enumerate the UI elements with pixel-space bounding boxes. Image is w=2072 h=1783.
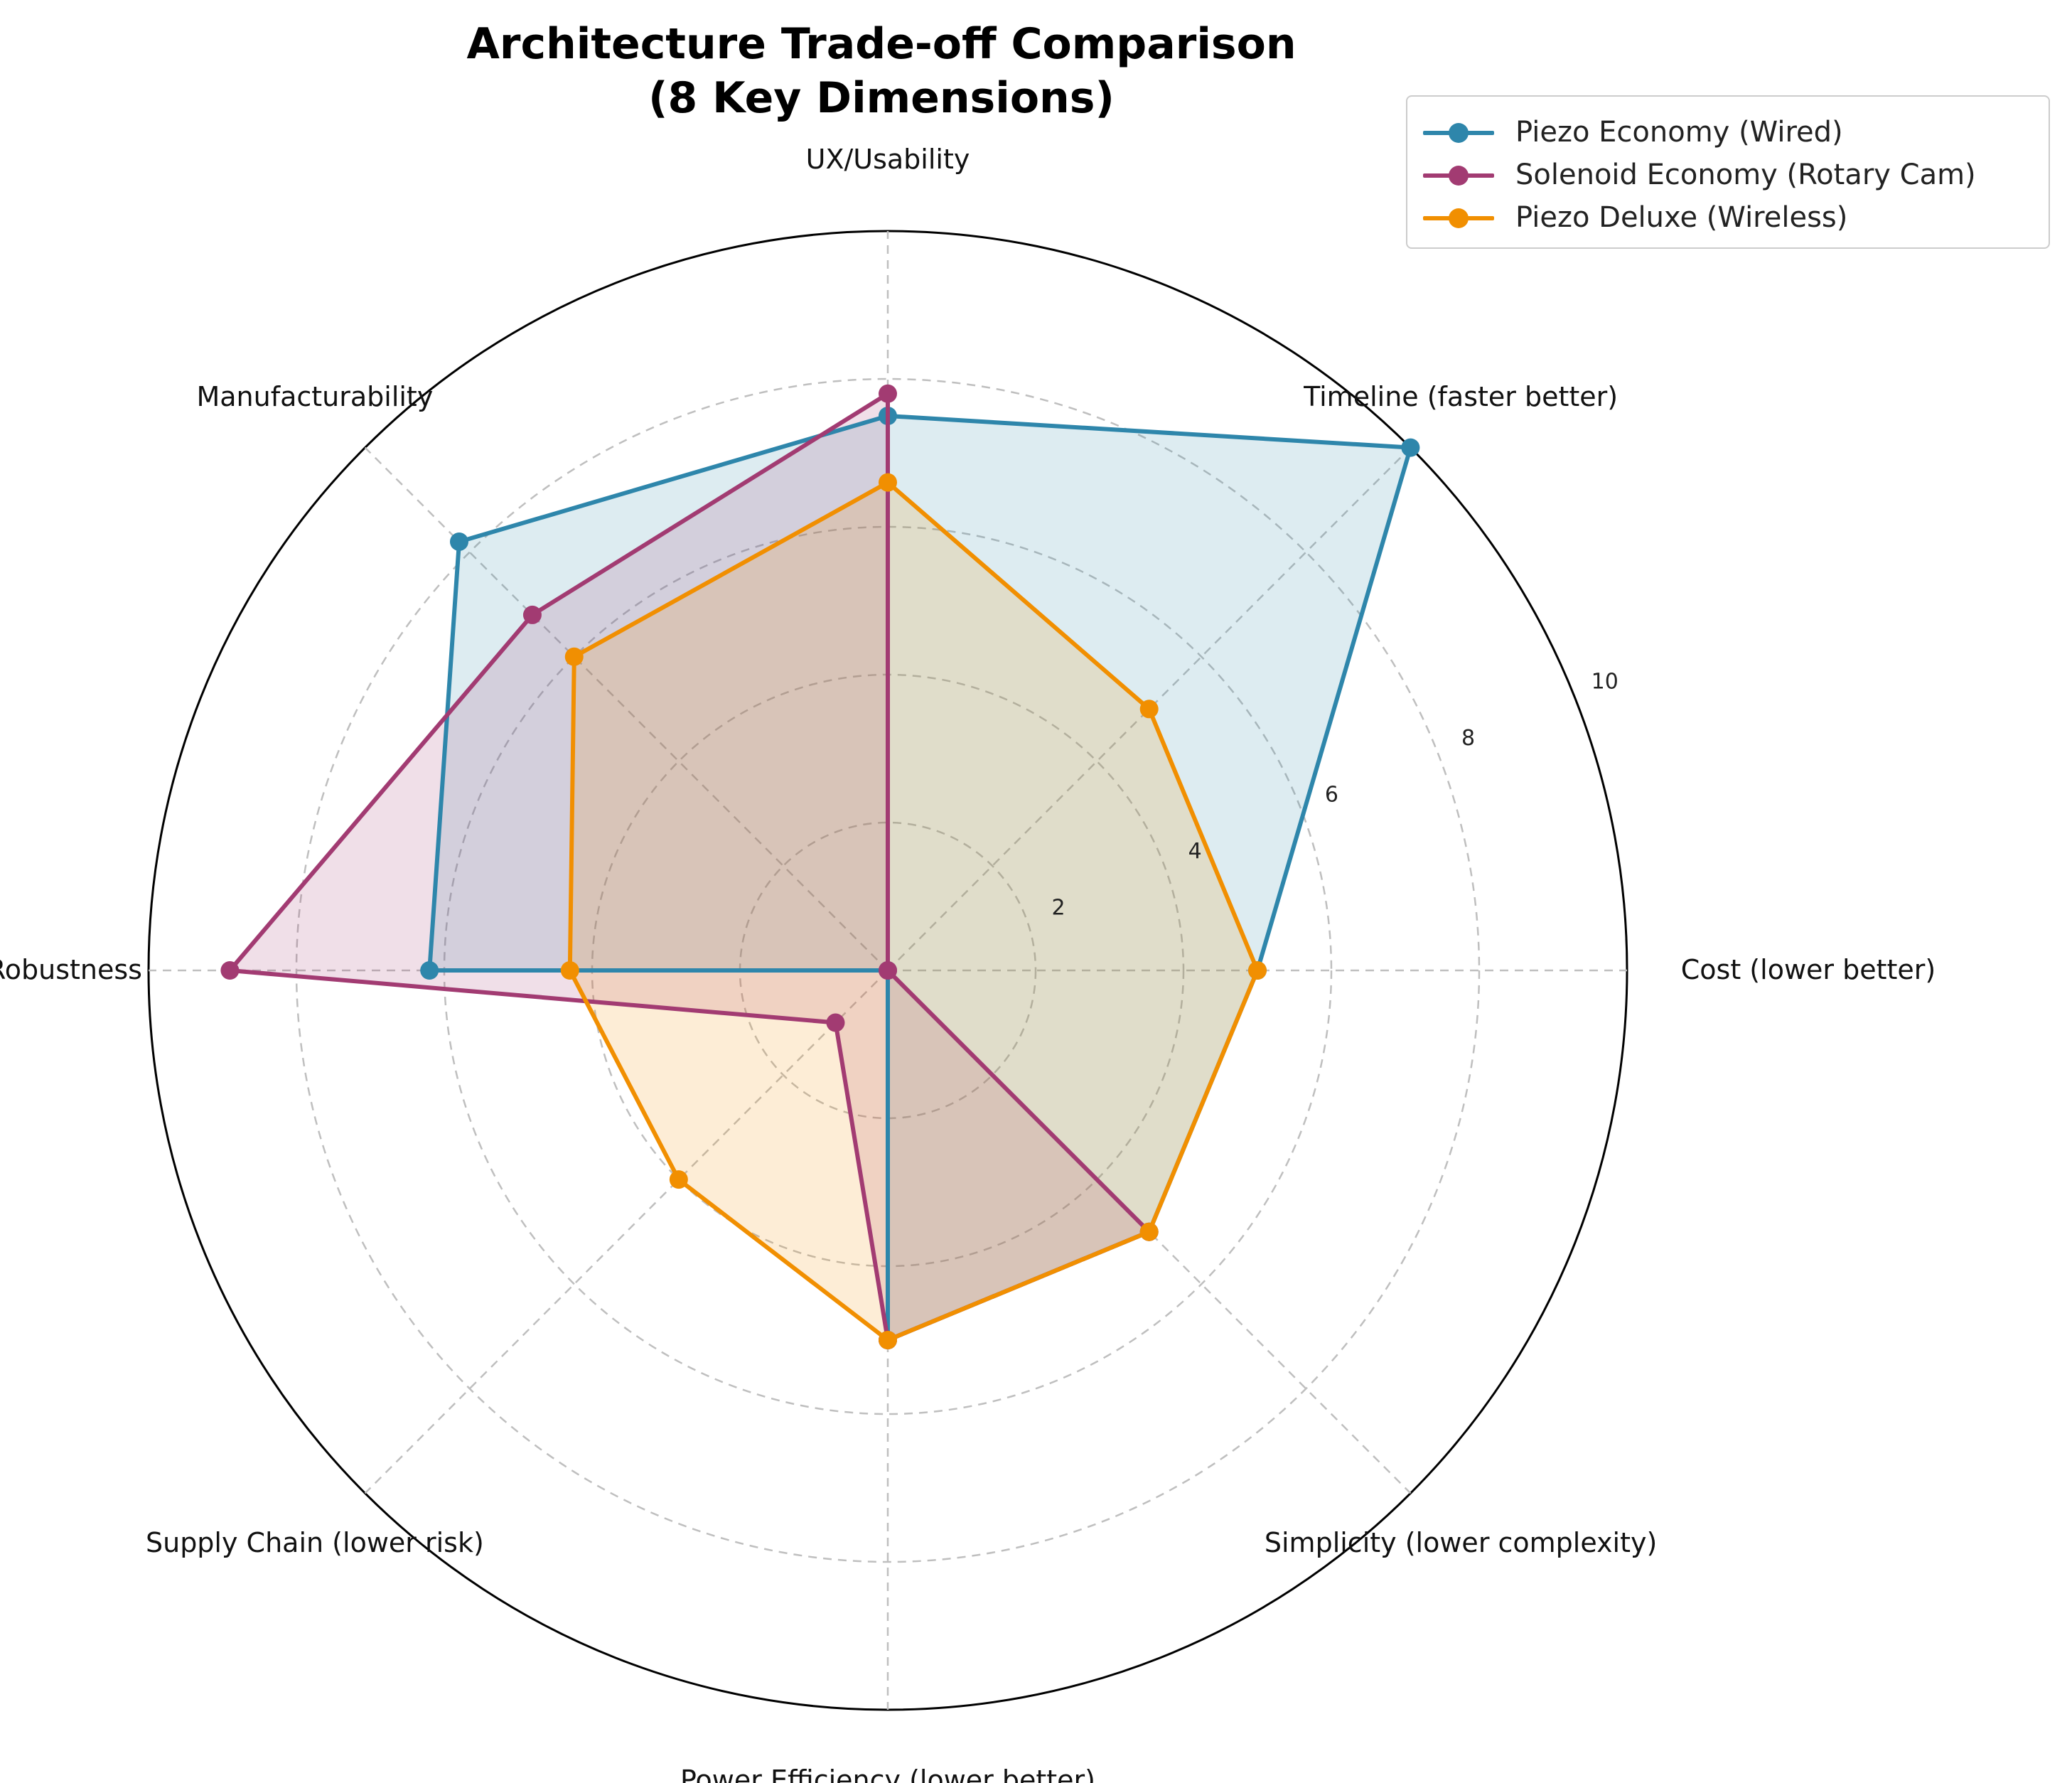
radial-tick-label: 6: [1325, 782, 1338, 807]
legend-marker: [1449, 166, 1469, 186]
axis-label: UX/Usability: [806, 144, 970, 175]
series-fill: [429, 416, 1411, 1340]
legend-label: Piezo Economy (Wired): [1515, 116, 1843, 149]
data-point: [449, 532, 468, 551]
legend-label: Piezo Deluxe (Wireless): [1515, 201, 1848, 234]
axis-label: Supply Chain (lower risk): [146, 1527, 484, 1558]
axis-labels: 2 4 6 8 10 Cost (lower better) Timeline (faste…: [0, 144, 1936, 1783]
series-fill: [230, 393, 1149, 1340]
axis-label: Cost (lower better): [1681, 954, 1936, 985]
radial-tick-label: 10: [1591, 669, 1619, 694]
radial-tick-label: 8: [1461, 726, 1475, 751]
data-point: [1248, 961, 1267, 980]
legend-item-piezo-economy: Piezo Economy (Wired): [1423, 111, 2034, 154]
legend-marker: [1449, 123, 1469, 143]
data-point: [564, 647, 584, 666]
data-point: [826, 1013, 845, 1032]
axis-label: Manufacturability: [196, 381, 433, 412]
axis-label: Power Efficiency (lower better): [680, 1765, 1095, 1783]
data-point: [522, 605, 542, 624]
axis-spoke: [364, 970, 889, 1494]
data-point: [420, 961, 439, 980]
data-point: [1401, 438, 1420, 457]
chart-title: Architecture Trade-off Comparison (8 Key…: [466, 17, 1296, 125]
data-point: [879, 473, 897, 492]
data-point: [879, 961, 897, 980]
radial-tick-label: 2: [1051, 896, 1065, 921]
data-point: [879, 1331, 897, 1349]
chart-title-line-2: (8 Key Dimensions): [648, 73, 1115, 123]
axis-label: Robustness: [0, 954, 142, 985]
axis-label: Simplicity (lower complexity): [1265, 1527, 1657, 1558]
series-fill: [569, 482, 1257, 1340]
legend-item-solenoid-economy: Solenoid Economy (Rotary Cam): [1423, 154, 2034, 196]
data-point: [1139, 1222, 1159, 1241]
axis-label: Timeline (faster better): [1303, 381, 1618, 412]
legend-item-piezo-deluxe: Piezo Deluxe (Wireless): [1423, 196, 2034, 239]
data-point: [879, 384, 897, 403]
series-lines: [220, 384, 1420, 1349]
data-point: [1139, 700, 1159, 719]
chart-title-line-1: Architecture Trade-off Comparison: [466, 19, 1297, 69]
data-point: [220, 961, 240, 980]
axis-spoke: [364, 446, 889, 971]
legend-label: Solenoid Economy (Rotary Cam): [1515, 159, 1976, 191]
radial-tick-label: 4: [1188, 839, 1202, 864]
radial-gridline: [295, 378, 1481, 1563]
axis-spoke: [887, 446, 1412, 971]
data-point: [560, 961, 579, 980]
legend-marker: [1449, 208, 1469, 228]
series-fills: [230, 393, 1411, 1340]
data-point: [669, 1170, 688, 1189]
legend: Piezo Economy (Wired) Solenoid Economy (…: [1406, 95, 2050, 249]
